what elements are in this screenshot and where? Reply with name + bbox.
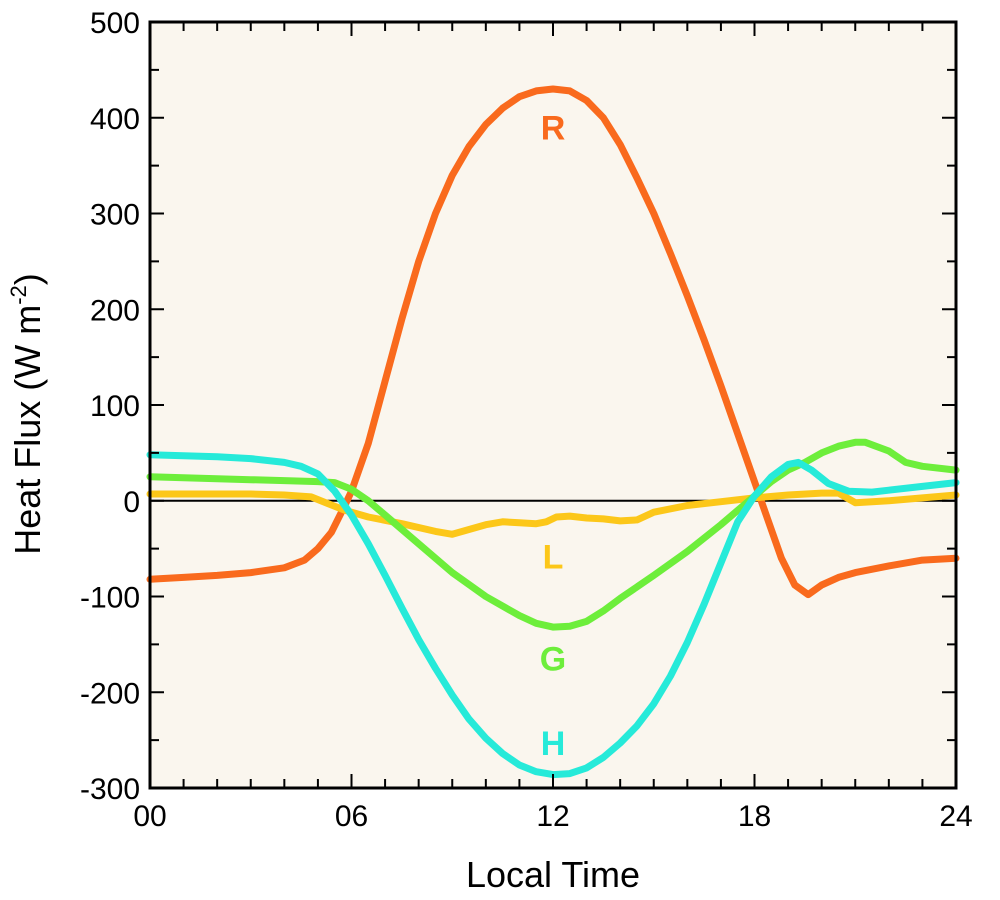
y-tick-label: -300 (80, 773, 140, 806)
y-axis-title-main: Heat Flux (W m (7, 305, 48, 555)
series-label-G: G (540, 641, 566, 679)
series-line-R (146, 85, 960, 599)
series-label-R: R (541, 109, 566, 147)
x-tick-label: 06 (335, 800, 368, 833)
series-line-L (146, 489, 960, 538)
y-tick-label: 400 (90, 103, 140, 136)
y-axis-title: Heat Flux (W m-2) (6, 273, 48, 555)
y-tick-label: 300 (90, 199, 140, 232)
x-tick-label: 24 (939, 800, 972, 833)
x-tick-label: 00 (133, 800, 166, 833)
y-tick-label: 200 (90, 294, 140, 327)
x-axis-title: Local Time (466, 854, 640, 895)
plot-area-background (150, 22, 956, 788)
series-group (146, 85, 960, 779)
y-axis-title-superscript: -2 (6, 285, 31, 305)
y-axis-title-close: ) (7, 273, 48, 285)
y-tick-label: 500 (90, 7, 140, 40)
x-tick-label: 18 (738, 800, 771, 833)
y-tick-label: 0 (123, 486, 140, 519)
y-tick-label: -100 (80, 582, 140, 615)
y-tick-label: 100 (90, 390, 140, 423)
plot-frame (148, 20, 958, 790)
y-tick-label: -200 (80, 677, 140, 710)
x-tick-label: 12 (536, 800, 569, 833)
tick-labels: -300 -200 -100 0 100 200 300 400 500 00 06 12 18 24 (80, 7, 973, 833)
series-labels: R L G H (540, 109, 566, 763)
series-label-H: H (541, 725, 566, 763)
series-line-H (146, 451, 960, 779)
series-label-L: L (543, 538, 564, 576)
